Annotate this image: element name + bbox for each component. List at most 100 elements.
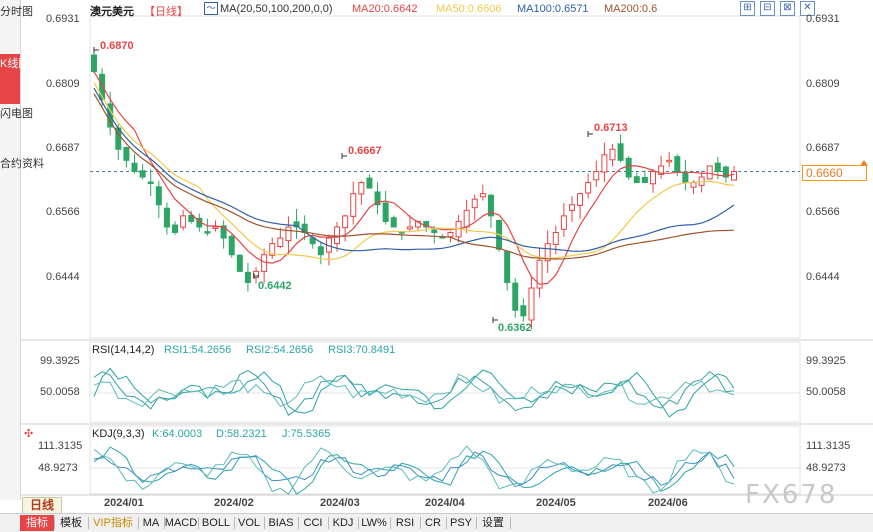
candle-body xyxy=(366,177,373,189)
indicator-icon[interactable]: 〜 xyxy=(204,2,218,15)
indicator-tab-5[interactable]: BOLL xyxy=(201,517,231,529)
tab-separator xyxy=(446,517,447,529)
x-tick-label: 2024/01 xyxy=(104,497,144,509)
annotation-low: 0.6442 xyxy=(258,280,292,292)
candle-body xyxy=(731,170,737,181)
candle-body xyxy=(528,287,535,321)
indicator-tab-10[interactable]: LW% xyxy=(361,517,387,529)
ma20-value: MA20:0.6642 xyxy=(352,3,418,15)
indicator-tab-13[interactable]: PSY xyxy=(449,517,472,529)
kdj-j-line xyxy=(93,445,735,495)
y-tick-right: 0.6566 xyxy=(806,206,840,218)
candle-body xyxy=(658,165,665,175)
kdj-tick-left: 111.3135 xyxy=(38,440,83,452)
indicator-tab-0[interactable]: 指标 xyxy=(20,515,54,531)
expand-icon[interactable]: ⊞ xyxy=(740,1,755,16)
candle-body xyxy=(722,166,729,178)
current-price-tag: 0.6660 xyxy=(802,165,867,181)
candle-body xyxy=(382,202,389,222)
indicator-tab-7[interactable]: BIAS xyxy=(268,517,294,529)
tab-separator xyxy=(328,517,329,529)
candle-body xyxy=(585,182,592,194)
rsi1-line xyxy=(93,367,735,418)
candle-body xyxy=(682,171,689,184)
rsi2-line xyxy=(93,370,735,416)
annotation-high: 0.6667 xyxy=(348,145,382,157)
candle-body xyxy=(285,226,292,242)
indicator-tab-3[interactable]: MA xyxy=(142,517,160,529)
candle-body xyxy=(512,282,519,311)
candle-body xyxy=(633,176,640,184)
y-tick-left: 0.6809 xyxy=(46,78,80,90)
rsi2-value: RSI2:54.2656 xyxy=(246,344,314,356)
period-tag: 【日线】 xyxy=(144,6,188,18)
indicator-tab-14[interactable]: 设置 xyxy=(482,517,504,529)
candle-body xyxy=(601,154,608,173)
ma50-line xyxy=(93,82,735,261)
candle-body xyxy=(293,221,300,228)
tab-separator xyxy=(164,517,165,529)
tab-separator xyxy=(390,517,391,529)
y-tick-right: 0.6809 xyxy=(806,78,840,90)
kdj-tick-right: 111.3135 xyxy=(806,440,851,452)
rsi3-line xyxy=(93,373,735,408)
candle-body xyxy=(147,181,154,184)
candle-body xyxy=(390,217,397,228)
price-arrow-icon xyxy=(860,160,868,166)
candle-body xyxy=(406,226,413,230)
candle-body xyxy=(334,226,341,245)
candle-body xyxy=(358,182,365,195)
tab-separator xyxy=(476,517,477,529)
candle-body xyxy=(690,182,697,188)
ma200-value: MA200:0.6 xyxy=(604,3,658,15)
y-tick-left: 0.6931 xyxy=(46,13,80,25)
candle-body xyxy=(180,215,187,228)
rsi3-value: RSI3:70.8491 xyxy=(328,344,396,356)
indicator-tab-8[interactable]: CCI xyxy=(303,517,323,529)
tab-separator xyxy=(358,517,359,529)
x-tick-label: 2024/02 xyxy=(214,497,254,509)
crosshair-icon[interactable]: ✣ xyxy=(24,428,34,440)
candle-body xyxy=(471,198,478,209)
x-tick-label: 2024/03 xyxy=(320,497,360,509)
shrink-icon[interactable]: ⊟ xyxy=(760,1,775,16)
candle-body xyxy=(447,232,454,238)
ma200-line xyxy=(93,93,735,260)
fullscreen-icon[interactable]: ⊠ xyxy=(780,1,795,16)
candle-body xyxy=(172,224,179,234)
tab-separator xyxy=(298,517,299,529)
period-selector-button[interactable]: 日线 xyxy=(22,497,62,514)
ma50-value: MA50:0.6606 xyxy=(436,3,502,15)
ma-settings: MA(20,50,100,200,0,0) xyxy=(220,3,333,15)
indicator-tab-12[interactable]: CR xyxy=(425,517,441,529)
candle-body xyxy=(131,162,138,172)
candle-body xyxy=(236,254,243,272)
kdj-tick-right: 48.9273 xyxy=(806,462,846,474)
indicator-tab-1[interactable]: 模板 xyxy=(60,517,82,529)
indicator-tab-2[interactable]: VIP指标 xyxy=(93,517,133,529)
annotation-high: 0.6713 xyxy=(594,122,628,134)
indicator-tab-4[interactable]: MACD xyxy=(164,517,198,529)
price-panel-frame xyxy=(89,15,801,339)
candle-body xyxy=(552,232,559,246)
candle-body xyxy=(706,165,713,180)
tab-separator xyxy=(420,517,421,529)
rsi-panel-frame xyxy=(89,341,801,423)
close-icon[interactable]: ✕ xyxy=(800,1,815,16)
candle-body xyxy=(269,243,276,256)
y-tick-right: 0.6687 xyxy=(806,142,840,154)
candle-body xyxy=(342,215,349,229)
tab-separator xyxy=(138,517,139,529)
rsi-title: RSI(14,14,2) xyxy=(92,344,155,356)
indicator-tab-6[interactable]: VOL xyxy=(237,517,260,529)
indicator-tab-11[interactable]: RSI xyxy=(395,517,415,529)
indicator-toolbar: 指标 模板 VIP指标 MA MACD BOLL VOL BIAS CCI KDJ LW% RSI CR… xyxy=(0,513,873,532)
candle-body xyxy=(649,170,656,185)
candle-body xyxy=(163,207,170,228)
indicator-tab-9[interactable]: KDJ xyxy=(332,517,354,529)
rsi-tick-left: 50.0058 xyxy=(40,386,80,398)
candle-body xyxy=(593,170,600,181)
candle-body xyxy=(350,193,357,217)
tab-separator xyxy=(510,517,511,529)
